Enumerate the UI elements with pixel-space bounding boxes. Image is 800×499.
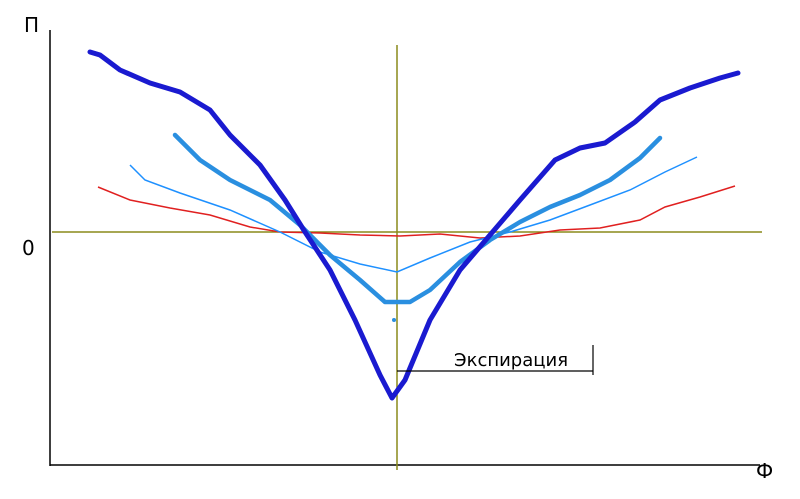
thin-blue-curve [129,156,698,273]
origin-label: 0 [22,236,35,260]
medium-blue-curve [172,132,663,305]
y-axis-label: П [24,13,39,37]
stray-dot [392,318,396,322]
x-axis-label: Ф [756,459,773,483]
annotation: Экспирация [454,350,568,371]
red-curve [97,185,736,239]
dark-blue-curve [87,49,741,401]
